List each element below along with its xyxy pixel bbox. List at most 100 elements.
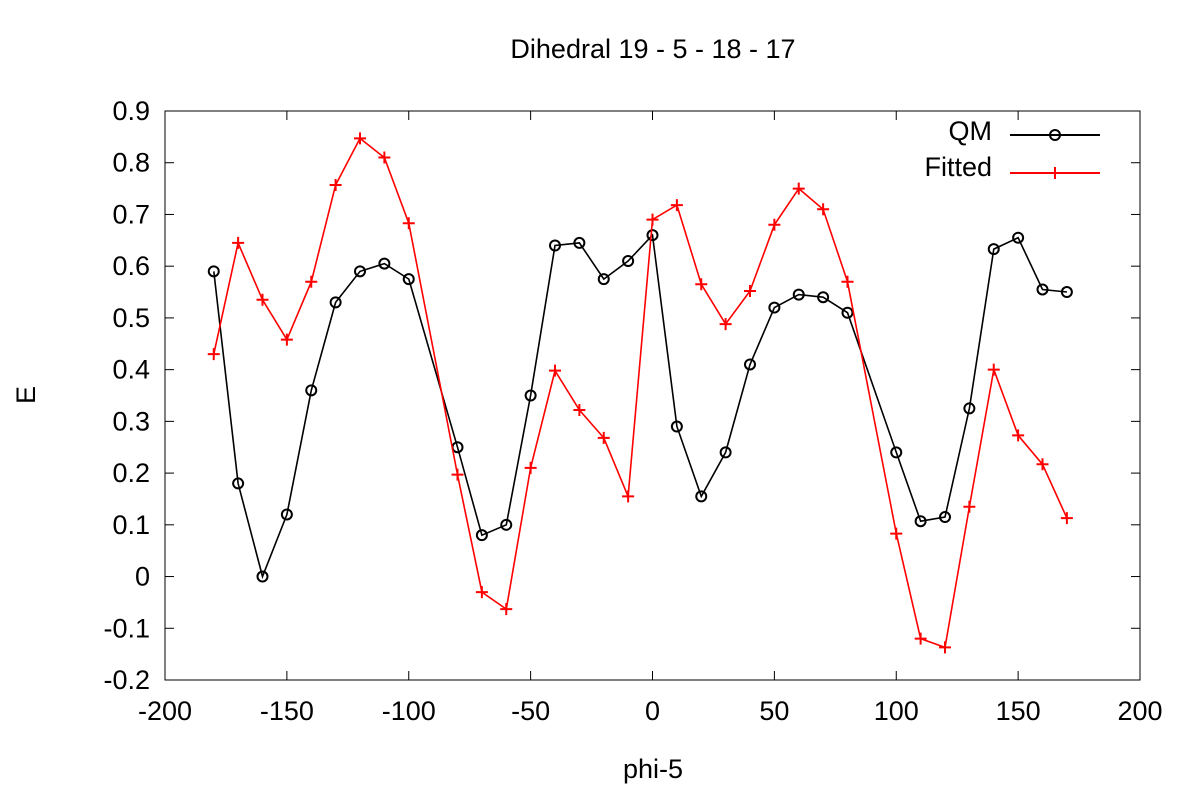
data-point-qm [524, 389, 537, 402]
data-point-qm [646, 229, 659, 242]
x-tick-label: 50 [759, 696, 789, 726]
series-layer [207, 132, 1073, 654]
data-point-fitted [695, 278, 708, 291]
data-point-fitted [987, 363, 1000, 376]
data-point-qm [573, 236, 586, 249]
data-point-fitted [500, 603, 513, 616]
data-point-fitted [939, 641, 951, 654]
data-point-fitted [817, 203, 830, 216]
data-point-qm [1012, 231, 1025, 244]
data-point-qm [597, 273, 610, 286]
data-point-fitted [792, 182, 805, 195]
y-tick-label: 0.4 [112, 355, 150, 385]
data-point-qm [914, 515, 927, 528]
y-axis-ticks: -0.2 -0.1 0 0.1 0.2 0.3 0.4 0.5 0.6 0.7 0.8 0.9 [103, 96, 1140, 695]
data-point-qm [475, 529, 488, 542]
data-point-fitted [475, 586, 488, 599]
data-point-qm [500, 518, 513, 531]
data-point-fitted [329, 178, 342, 191]
data-point-qm [890, 446, 903, 459]
data-point-qm [841, 306, 854, 319]
y-tick-label: 0.7 [112, 199, 150, 229]
legend: QM Fitted [924, 116, 1100, 182]
data-point-fitted [963, 500, 976, 513]
data-point-qm [622, 255, 635, 268]
data-point-fitted [573, 403, 586, 416]
x-tick-label: 200 [1117, 696, 1162, 726]
data-point-fitted [354, 132, 366, 145]
series-line-fitted [213, 137, 1068, 649]
data-point-fitted [378, 151, 391, 164]
data-point-qm [256, 570, 269, 583]
data-point-qm [719, 446, 732, 459]
data-point-fitted [1036, 458, 1049, 471]
data-point-fitted [207, 348, 220, 361]
data-point-qm [305, 384, 318, 397]
y-tick-label: 0.3 [112, 406, 150, 436]
x-tick-label: 100 [874, 696, 919, 726]
data-point-fitted [768, 218, 781, 231]
data-point-qm [402, 273, 415, 286]
data-point-fitted [232, 236, 245, 249]
y-tick-label: 0.8 [112, 148, 150, 178]
y-tick-label: -0.1 [103, 613, 150, 643]
data-point-qm [744, 358, 756, 371]
data-point-fitted [549, 364, 561, 377]
y-tick-label: 0.5 [112, 303, 150, 333]
data-point-qm [670, 420, 683, 433]
data-point-qm [280, 508, 293, 521]
data-point-qm [792, 288, 805, 301]
legend-label-fitted: Fitted [924, 152, 992, 182]
data-point-fitted [524, 461, 537, 474]
data-point-qm [768, 301, 781, 314]
legend-marker-qm [1049, 129, 1061, 141]
data-point-fitted [256, 293, 269, 306]
y-tick-label: 0.6 [112, 251, 150, 281]
data-point-qm [939, 511, 951, 524]
y-tick-label: 0 [135, 562, 150, 592]
y-tick-label: 0.2 [112, 458, 150, 488]
series-line-qm [213, 233, 1067, 580]
data-point-fitted [280, 333, 293, 346]
data-point-qm [329, 296, 342, 309]
data-point-qm [1036, 283, 1049, 296]
x-tick-label: 150 [996, 696, 1041, 726]
data-point-fitted [622, 490, 635, 503]
data-point-qm [817, 291, 830, 304]
legend-label-qm: QM [949, 116, 993, 146]
data-point-fitted [1012, 429, 1025, 442]
data-point-qm [354, 265, 366, 278]
data-point-qm [232, 477, 245, 490]
y-tick-label: -0.2 [103, 665, 150, 695]
data-point-qm [987, 243, 1000, 256]
data-point-qm [549, 239, 561, 252]
x-axis-ticks: -200 -150 -100 -50 0 50 100 150 200 [138, 111, 1163, 726]
data-point-qm [963, 402, 976, 415]
chart-title: Dihedral 19 - 5 - 18 - 17 [510, 34, 795, 64]
data-point-fitted [841, 275, 854, 288]
legend-marker-fitted [1049, 167, 1061, 179]
data-point-qm [1060, 286, 1073, 299]
x-tick-label: -200 [138, 696, 192, 726]
x-tick-label: -100 [382, 696, 436, 726]
data-point-fitted [670, 199, 683, 212]
data-point-qm [378, 257, 391, 270]
data-point-fitted [305, 275, 318, 288]
y-tick-label: 0.1 [112, 510, 150, 540]
data-point-fitted [719, 318, 732, 331]
x-tick-label: -50 [511, 696, 550, 726]
data-point-fitted [451, 468, 464, 481]
y-tick-label: 0.9 [112, 96, 150, 126]
data-point-qm [695, 490, 708, 503]
data-point-fitted [402, 217, 415, 230]
data-point-fitted [646, 213, 659, 226]
data-point-fitted [744, 285, 756, 298]
data-point-fitted [890, 527, 903, 540]
data-point-fitted [914, 632, 927, 645]
x-tick-label: 0 [645, 696, 660, 726]
y-axis-title: E [11, 386, 41, 404]
data-point-fitted [597, 431, 610, 444]
data-point-fitted [1060, 512, 1073, 525]
x-tick-label: -150 [260, 696, 314, 726]
